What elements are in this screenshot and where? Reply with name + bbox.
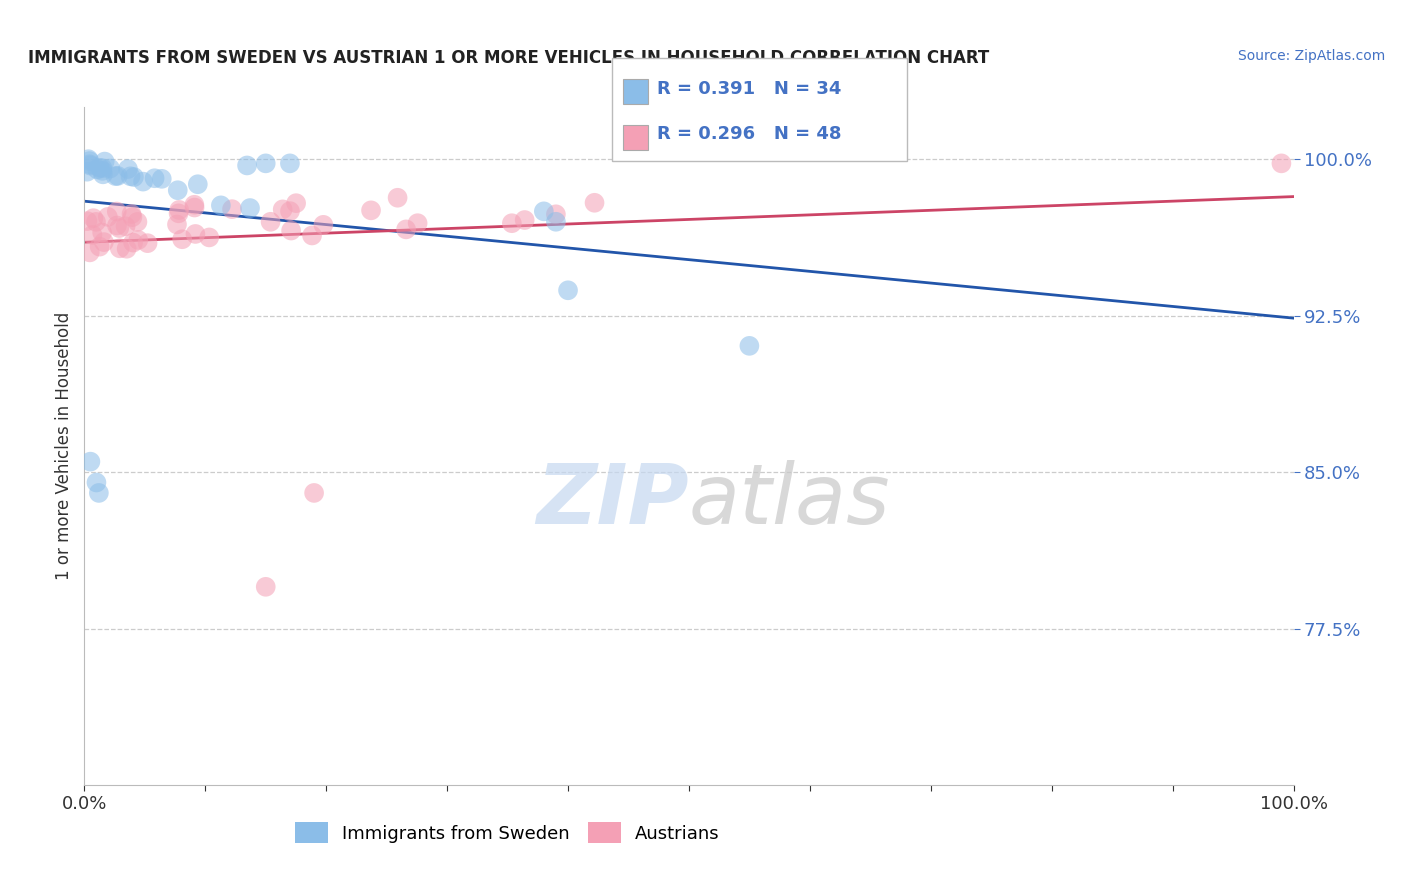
Point: [82, 227, 104, 242]
Point: [97, 210, 120, 224]
Point: [115, 242, 138, 256]
Point: [127, 215, 149, 229]
Point: [93, 154, 115, 169]
Point: [513, 213, 536, 227]
Point: [108, 221, 131, 235]
Point: [280, 223, 302, 237]
Point: [76, 164, 98, 178]
Point: [183, 198, 205, 212]
Point: [198, 230, 221, 244]
Point: [93, 235, 115, 249]
Point: [1270, 156, 1292, 170]
Point: [271, 202, 294, 217]
Point: [395, 222, 418, 236]
Point: [114, 219, 136, 234]
Point: [84, 215, 107, 229]
Point: [89, 240, 111, 254]
Point: [87, 486, 110, 500]
Text: IMMIGRANTS FROM SWEDEN VS AUSTRIAN 1 OR MORE VEHICLES IN HOUSEHOLD CORRELATION C: IMMIGRANTS FROM SWEDEN VS AUSTRIAN 1 OR …: [28, 49, 990, 67]
Point: [108, 241, 131, 255]
Point: [239, 201, 262, 215]
Point: [143, 171, 166, 186]
Point: [278, 204, 301, 219]
Point: [302, 486, 325, 500]
Point: [187, 178, 209, 192]
Point: [104, 169, 127, 183]
Point: [86, 162, 108, 177]
Point: [77, 152, 100, 166]
Point: [105, 204, 128, 219]
Point: [738, 339, 761, 353]
Point: [209, 198, 232, 212]
Point: [121, 210, 143, 224]
Point: [76, 214, 98, 228]
Point: [406, 216, 429, 230]
Point: [387, 191, 409, 205]
Point: [254, 156, 277, 170]
Point: [544, 207, 567, 221]
Point: [544, 215, 567, 229]
Point: [98, 161, 121, 176]
Point: [183, 201, 205, 215]
Point: [533, 204, 555, 219]
Point: [236, 158, 259, 172]
Point: [79, 245, 101, 260]
Point: [285, 196, 308, 211]
Point: [86, 475, 108, 490]
Point: [167, 202, 190, 217]
Point: [166, 218, 188, 232]
Point: [278, 156, 301, 170]
Point: [301, 228, 323, 243]
Point: [312, 218, 335, 232]
Point: [79, 455, 101, 469]
Text: Source: ZipAtlas.com: Source: ZipAtlas.com: [1237, 49, 1385, 63]
Point: [105, 219, 128, 233]
Point: [122, 169, 145, 184]
Point: [167, 206, 190, 220]
Point: [360, 203, 382, 218]
Point: [79, 157, 101, 171]
Legend: Immigrants from Sweden, Austrians: Immigrants from Sweden, Austrians: [288, 815, 727, 850]
Text: R = 0.296   N = 48: R = 0.296 N = 48: [657, 125, 841, 143]
Point: [117, 162, 139, 177]
Point: [127, 233, 149, 247]
Text: ZIP: ZIP: [536, 459, 689, 541]
Point: [557, 283, 579, 297]
Point: [91, 161, 114, 176]
Point: [166, 183, 188, 197]
Point: [91, 167, 114, 181]
Point: [259, 215, 281, 229]
Y-axis label: 1 or more Vehicles in Household: 1 or more Vehicles in Household: [55, 312, 73, 580]
Point: [136, 236, 159, 251]
Point: [107, 169, 129, 183]
Point: [122, 235, 145, 250]
Point: [150, 171, 173, 186]
Point: [82, 211, 104, 226]
Point: [120, 169, 142, 184]
Point: [184, 227, 207, 241]
Point: [79, 159, 101, 173]
Point: [121, 207, 143, 221]
Point: [91, 226, 114, 240]
Point: [583, 195, 606, 210]
Point: [91, 164, 114, 178]
Point: [221, 202, 243, 216]
Point: [501, 216, 523, 230]
Point: [254, 580, 277, 594]
Point: [132, 175, 155, 189]
Text: R = 0.391   N = 34: R = 0.391 N = 34: [657, 79, 841, 98]
Point: [89, 161, 111, 175]
Point: [172, 232, 194, 246]
Point: [79, 154, 101, 169]
Text: atlas: atlas: [689, 459, 890, 541]
